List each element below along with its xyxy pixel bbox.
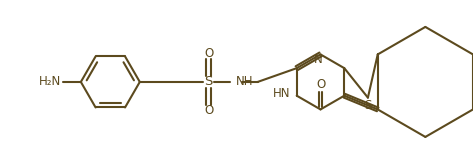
Text: O: O xyxy=(204,104,213,117)
Text: O: O xyxy=(204,47,213,60)
Text: N: N xyxy=(314,53,322,66)
Text: O: O xyxy=(315,78,325,91)
Text: S: S xyxy=(364,99,371,112)
Text: NH: NH xyxy=(236,76,253,88)
Text: HN: HN xyxy=(273,87,290,100)
Text: S: S xyxy=(204,76,212,88)
Text: H₂N: H₂N xyxy=(39,76,61,88)
